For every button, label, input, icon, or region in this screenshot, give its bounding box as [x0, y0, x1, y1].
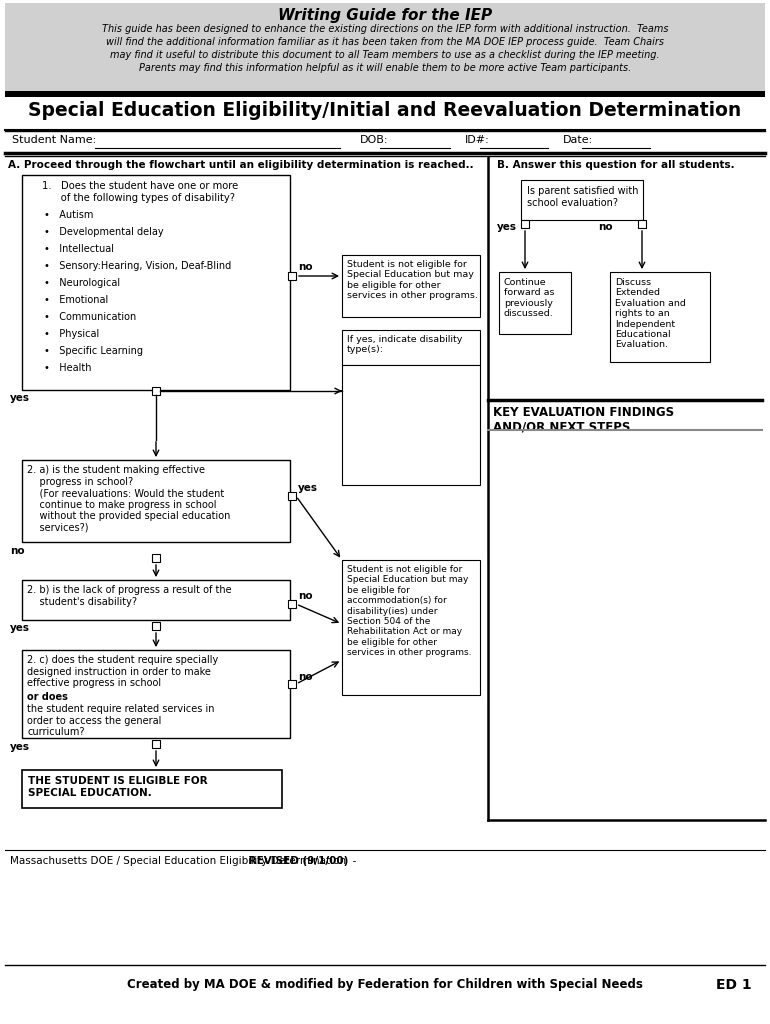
- Text: KEY EVALUATION FINDINGS
AND/OR NEXT STEPS: KEY EVALUATION FINDINGS AND/OR NEXT STEP…: [493, 406, 674, 434]
- Bar: [499, 272, 571, 334]
- Text: no: no: [298, 672, 313, 682]
- Text: yes: yes: [298, 483, 318, 493]
- Bar: [22, 650, 290, 738]
- Text: yes: yes: [497, 222, 517, 232]
- Text: yes: yes: [10, 393, 30, 403]
- Text: Student Name:: Student Name:: [12, 135, 96, 145]
- Text: ID#:: ID#:: [465, 135, 490, 145]
- Text: Continue
forward as
previously
discussed.: Continue forward as previously discussed…: [504, 278, 554, 318]
- Bar: [638, 220, 646, 228]
- Text: Writing Guide for the IEP: Writing Guide for the IEP: [278, 8, 492, 23]
- Text: Student is not eligible for
Special Education but may
be eligible for other
serv: Student is not eligible for Special Educ…: [347, 260, 478, 300]
- Bar: [152, 740, 160, 748]
- Text: or does: or does: [27, 692, 68, 702]
- Text: •   Communication: • Communication: [44, 312, 136, 322]
- Bar: [22, 770, 282, 808]
- Text: 2. c) does the student require specially
designed instruction in order to make
e: 2. c) does the student require specially…: [27, 655, 218, 688]
- Bar: [22, 580, 290, 620]
- Text: •   Developmental delay: • Developmental delay: [44, 227, 163, 237]
- Text: If yes, indicate disability
type(s):: If yes, indicate disability type(s):: [347, 335, 462, 354]
- Text: •   Sensory:Hearing, Vision, Deaf-Blind: • Sensory:Hearing, Vision, Deaf-Blind: [44, 261, 231, 271]
- Text: 2. b) is the lack of progress a result of the
    student's disability?: 2. b) is the lack of progress a result o…: [27, 585, 232, 606]
- Text: •   Emotional: • Emotional: [44, 295, 109, 305]
- Text: Created by MA DOE & modified by Federation for Children with Special Needs: Created by MA DOE & modified by Federati…: [127, 978, 643, 991]
- Text: Parents may find this information helpful as it will enable them to be more acti: Parents may find this information helpfu…: [139, 63, 631, 73]
- Text: Date:: Date:: [563, 135, 593, 145]
- Text: Is parent satisfied with
school evaluation?: Is parent satisfied with school evaluati…: [527, 186, 638, 208]
- Bar: [521, 220, 529, 228]
- Text: Special Education Eligibility/Initial and Reevaluation Determination: Special Education Eligibility/Initial an…: [28, 101, 742, 120]
- Text: may find it useful to distribute this document to all Team members to use as a c: may find it useful to distribute this do…: [110, 50, 660, 60]
- Text: yes: yes: [10, 623, 30, 633]
- Bar: [610, 272, 710, 362]
- Bar: [5, 3, 765, 91]
- Bar: [22, 460, 290, 542]
- Bar: [342, 255, 480, 317]
- Text: DOB:: DOB:: [360, 135, 389, 145]
- Text: THE STUDENT IS ELIGIBLE FOR
SPECIAL EDUCATION.: THE STUDENT IS ELIGIBLE FOR SPECIAL EDUC…: [28, 776, 208, 798]
- Text: B. Answer this question for all students.: B. Answer this question for all students…: [497, 160, 735, 170]
- Bar: [521, 180, 643, 220]
- Text: 1.   Does the student have one or more: 1. Does the student have one or more: [42, 181, 238, 191]
- Text: •   Autism: • Autism: [44, 210, 93, 220]
- Text: yes: yes: [10, 742, 30, 752]
- Text: Discuss
Extended
Evaluation and
rights to an
Independent
Educational
Evaluation.: Discuss Extended Evaluation and rights t…: [615, 278, 686, 349]
- Bar: [152, 387, 160, 395]
- Text: •   Neurological: • Neurological: [44, 278, 120, 288]
- Bar: [342, 365, 480, 485]
- Text: of the following types of disability?: of the following types of disability?: [42, 193, 235, 203]
- Bar: [288, 272, 296, 280]
- Text: 2. a) is the student making effective
    progress in school?
    (For reevaluat: 2. a) is the student making effective pr…: [27, 465, 230, 534]
- Bar: [22, 175, 290, 390]
- Text: Student is not eligible for
Special Education but may
be eligible for
accommodat: Student is not eligible for Special Educ…: [347, 565, 471, 657]
- Text: no: no: [598, 222, 613, 232]
- Bar: [152, 554, 160, 562]
- Text: Massachusetts DOE / Special Education Eligibility Determination  -: Massachusetts DOE / Special Education El…: [10, 856, 360, 866]
- Text: REVISED (9/1/00): REVISED (9/1/00): [245, 856, 348, 866]
- Bar: [288, 680, 296, 688]
- Text: •   Intellectual: • Intellectual: [44, 244, 114, 254]
- Text: •   Health: • Health: [44, 362, 92, 373]
- Text: will find the additional information familiar as it has been taken from the MA D: will find the additional information fam…: [106, 37, 664, 47]
- Bar: [152, 622, 160, 630]
- Text: ED 1: ED 1: [716, 978, 752, 992]
- Text: A. Proceed through the flowchart until an eligibility determination is reached..: A. Proceed through the flowchart until a…: [8, 160, 474, 170]
- Bar: [342, 330, 480, 365]
- Text: This guide has been designed to enhance the existing directions on the IEP form : This guide has been designed to enhance …: [102, 24, 668, 34]
- Bar: [342, 560, 480, 695]
- Text: no: no: [10, 546, 25, 556]
- Text: •   Physical: • Physical: [44, 329, 99, 339]
- Text: no: no: [298, 262, 313, 272]
- Text: no: no: [298, 591, 313, 601]
- Text: •   Specific Learning: • Specific Learning: [44, 346, 143, 356]
- Bar: [288, 492, 296, 500]
- Text: the student require related services in
order to access the general
curriculum?: the student require related services in …: [27, 705, 215, 737]
- Bar: [5, 91, 765, 97]
- Bar: [288, 600, 296, 608]
